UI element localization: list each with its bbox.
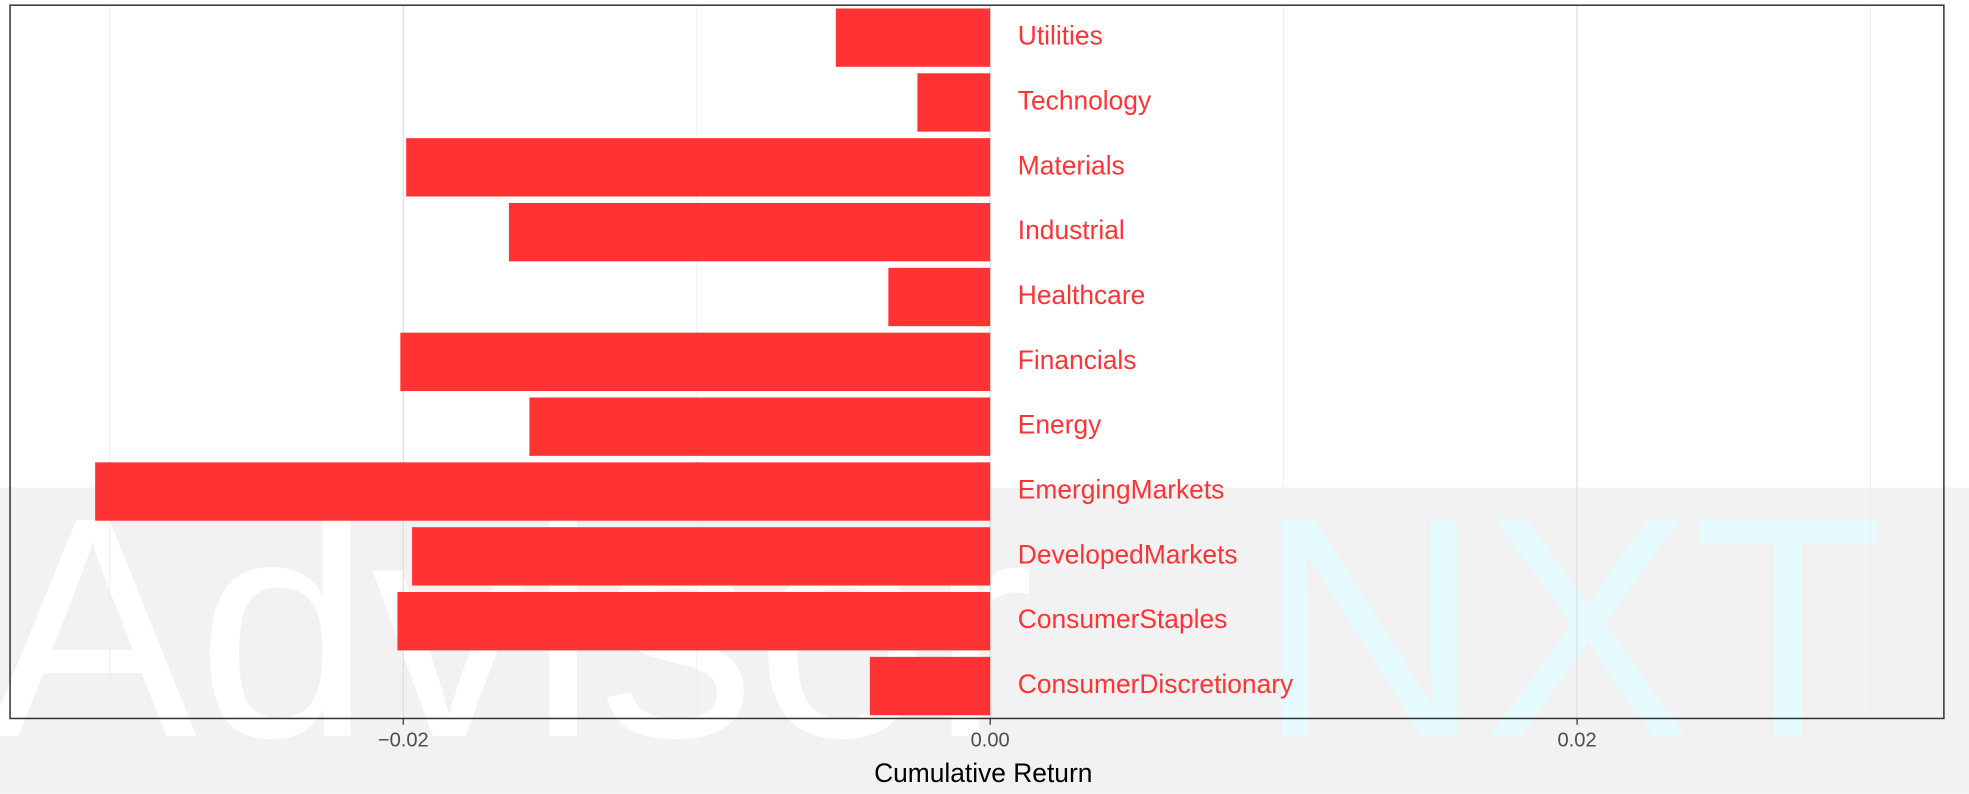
bar-label: Energy — [1018, 410, 1102, 440]
bar — [397, 592, 991, 651]
bar-label: ConsumerStaples — [1018, 604, 1228, 634]
bar-label: Industrial — [1018, 215, 1125, 245]
bar-label: Utilities — [1018, 21, 1103, 51]
bar — [406, 138, 991, 197]
bar-label: Healthcare — [1018, 280, 1145, 310]
bar — [400, 332, 991, 392]
x-tick-label: 0.02 — [1558, 729, 1597, 751]
bar-label: DevelopedMarkets — [1018, 539, 1238, 569]
x-tick-label: 0.00 — [971, 729, 1010, 751]
bar-label: EmergingMarkets — [1018, 474, 1225, 504]
bar-label: ConsumerDiscretionary — [1018, 669, 1294, 699]
bar-label: Materials — [1018, 150, 1125, 180]
bar — [888, 267, 991, 327]
bar — [835, 8, 991, 67]
bar — [529, 397, 991, 456]
plot-border — [9, 4, 1945, 720]
bar — [95, 462, 991, 521]
bar — [508, 202, 991, 262]
bar — [869, 656, 991, 716]
bar — [917, 73, 991, 132]
x-tick-label: −0.02 — [378, 729, 429, 751]
bar — [412, 527, 991, 586]
watermark: NXT — [1256, 452, 1884, 794]
bars — [95, 8, 991, 716]
x-axis-title: Cumulative Return — [874, 758, 1092, 788]
bar-label: Technology — [1018, 85, 1152, 115]
bar-label: Financials — [1018, 345, 1137, 375]
